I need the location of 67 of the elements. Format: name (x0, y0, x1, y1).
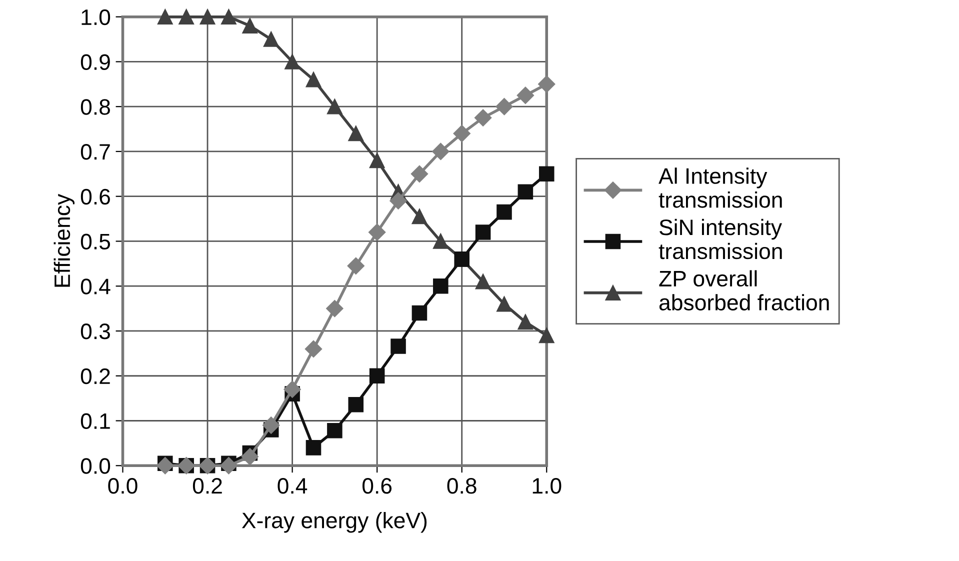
point (304, 340, 322, 358)
x-axis-title: X-ray energy (keV) (242, 512, 427, 533)
point (538, 328, 554, 344)
y-tick-label: 0.3 (80, 324, 110, 340)
point (221, 9, 236, 24)
point (369, 152, 385, 168)
point (368, 224, 386, 241)
point (538, 76, 556, 93)
point (538, 166, 554, 182)
point (518, 314, 534, 330)
point (241, 448, 258, 466)
y-tick-label: 0.7 (80, 144, 110, 160)
point (516, 86, 534, 104)
point (347, 257, 364, 274)
x-tick-label: 0.8 (447, 478, 476, 494)
point (263, 32, 279, 47)
point (432, 142, 450, 160)
point (200, 9, 216, 24)
legend-label: SiN intensity transmission (658, 218, 782, 260)
point (453, 124, 470, 142)
point (326, 300, 344, 318)
point (496, 98, 513, 116)
x-tick-label: 0.4 (278, 478, 308, 494)
point (284, 380, 301, 398)
point (262, 416, 280, 434)
point (412, 305, 428, 321)
point (156, 457, 174, 474)
point (306, 440, 322, 456)
point (496, 296, 512, 312)
point (474, 109, 492, 126)
y-tick-label: 0.9 (80, 54, 110, 70)
x-tick-label: 1.0 (532, 478, 562, 494)
point (348, 126, 364, 142)
point (284, 54, 300, 70)
point (496, 204, 512, 220)
point (348, 396, 364, 412)
y-tick-label: 0.2 (80, 368, 110, 384)
point (178, 9, 194, 24)
point (475, 274, 491, 290)
point (433, 278, 448, 294)
y-tick-label: 0.5 (80, 234, 110, 250)
point (327, 98, 342, 114)
x-tick-label: 0.6 (362, 478, 392, 494)
y-tick-label: 0.0 (80, 458, 110, 474)
point (369, 368, 385, 384)
point (475, 224, 491, 240)
y-tick-label: 0.1 (80, 413, 110, 430)
y-tick-label: 0.8 (80, 99, 110, 115)
point (412, 208, 428, 224)
point (158, 9, 173, 24)
y-tick-label: 0.4 (80, 278, 110, 294)
y-tick-label: 0.6 (80, 188, 110, 205)
point (327, 422, 342, 438)
y-axis-title: Efficiency (54, 194, 74, 287)
point (306, 72, 322, 88)
legend-label: ZP overall absorbed fraction (659, 270, 829, 310)
legend-label: Al Intensity transmission (658, 168, 782, 208)
x-tick-label: 0.0 (108, 478, 138, 494)
point (433, 234, 448, 249)
point (518, 184, 534, 200)
point (390, 338, 406, 354)
point (410, 165, 428, 182)
point (242, 18, 258, 34)
y-tick-label: 1.0 (82, 9, 110, 26)
point (390, 192, 407, 210)
x-tick-label: 0.2 (192, 478, 222, 494)
point (220, 457, 238, 474)
